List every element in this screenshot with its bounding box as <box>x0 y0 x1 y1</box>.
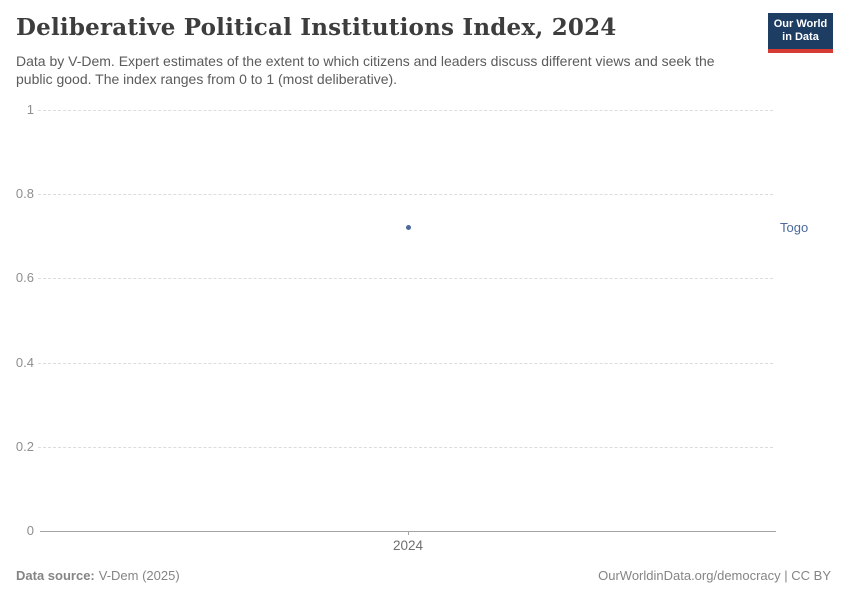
entity-label-togo[interactable]: Togo <box>780 219 809 235</box>
y-axis-tick-label: 1 <box>26 102 34 117</box>
data-source: Data source: V-Dem (2025) <box>16 568 180 583</box>
y-gridline <box>38 110 773 111</box>
credit-line[interactable]: OurWorldinData.org/democracy | CC BY <box>598 568 831 583</box>
y-gridline <box>38 446 773 448</box>
chart-subtitle: Data by V-Dem. Expert estimates of the e… <box>16 53 715 88</box>
data-source-value: V-Dem (2025) <box>98 568 180 583</box>
y-gridline <box>38 194 773 196</box>
logo-line-1: Our World <box>773 18 828 30</box>
logo-line-2: in Data <box>782 30 819 43</box>
page-title: Deliberative Political Institutions Inde… <box>16 14 617 41</box>
y-axis-tick-label: 0.4 <box>15 354 34 370</box>
y-axis-tick-label: 0.6 <box>15 270 34 286</box>
data-point-togo[interactable] <box>405 225 411 231</box>
y-axis-tick-label: 0.8 <box>15 186 34 202</box>
x-axis-tick-mark <box>408 531 409 535</box>
owid-logo[interactable]: Our World in Data <box>768 13 833 53</box>
y-gridline <box>38 362 773 364</box>
chart-footer: Data source: V-Dem (2025) OurWorldinData.… <box>16 568 831 583</box>
y-axis-tick-label: 0.2 <box>15 438 34 454</box>
y-axis-tick-label: 0 <box>26 523 34 538</box>
x-axis-tick-label: 2024 <box>392 538 424 553</box>
data-source-label: Data source: <box>16 568 95 583</box>
y-gridline <box>38 278 773 280</box>
